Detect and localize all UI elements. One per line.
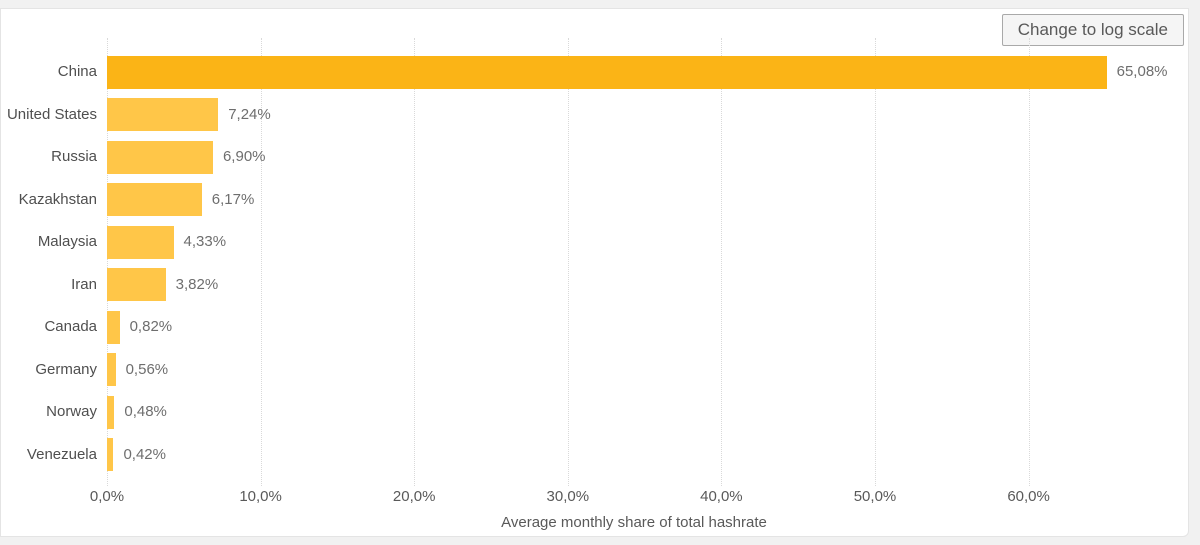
x-tick-label: 10,0% — [239, 488, 282, 505]
value-label: 0,56% — [125, 360, 169, 378]
bar-canada[interactable] — [107, 310, 120, 344]
x-tick-label: 0,0% — [89, 488, 125, 505]
x-tick-label: 50,0% — [853, 488, 897, 505]
value-label: 7,24% — [228, 105, 271, 123]
bar-kazakhstan[interactable] — [107, 183, 202, 217]
bar-norway[interactable] — [107, 395, 115, 429]
change-to-log-scale-button[interactable]: Change to log scale — [1001, 14, 1184, 46]
gridline-10 — [260, 38, 262, 486]
x-tick-label: 60,0% — [1007, 488, 1050, 505]
gridline-0 — [107, 38, 108, 486]
category-label: Germany — [35, 360, 97, 378]
category-label: China — [57, 63, 97, 80]
bar-russia[interactable] — [107, 140, 213, 174]
gridline-20 — [414, 38, 416, 486]
x-tick-label: 20,0% — [392, 488, 436, 505]
category-label: Canada — [44, 318, 97, 335]
value-label: 0,42% — [123, 445, 166, 463]
category-label: Russia — [51, 148, 97, 165]
category-label: Venezuela — [26, 445, 97, 463]
bar-china[interactable] — [107, 55, 1107, 89]
gridline-50 — [875, 38, 876, 486]
value-label: 3,82% — [175, 275, 219, 293]
gridline-60 — [1028, 38, 1030, 486]
category-label: Iran — [71, 275, 97, 293]
x-tick-label: 30,0% — [546, 488, 590, 505]
bar-germany[interactable] — [107, 353, 116, 387]
gridline-40 — [721, 38, 723, 486]
value-label: 4,33% — [183, 233, 227, 250]
bar-iran[interactable] — [107, 268, 166, 302]
category-label: Malaysia — [37, 233, 97, 250]
value-label: 65,08% — [1116, 63, 1168, 80]
bar-venezuela[interactable] — [107, 438, 114, 472]
category-label: Norway — [46, 403, 97, 420]
category-label: United States — [6, 105, 97, 123]
value-label: 6,17% — [211, 190, 255, 208]
chart-card — [0, 8, 1189, 537]
value-label: 0,82% — [129, 318, 173, 335]
value-label: 0,48% — [124, 403, 167, 420]
value-label: 6,90% — [222, 148, 266, 165]
bar-malaysia[interactable] — [107, 225, 174, 259]
x-tick-label: 40,0% — [700, 488, 743, 505]
gridline-30 — [567, 38, 569, 486]
bar-united-states[interactable] — [107, 98, 219, 132]
category-label: Kazakhstan — [18, 190, 97, 208]
x-axis-title: Average monthly share of total hashrate — [501, 514, 767, 531]
